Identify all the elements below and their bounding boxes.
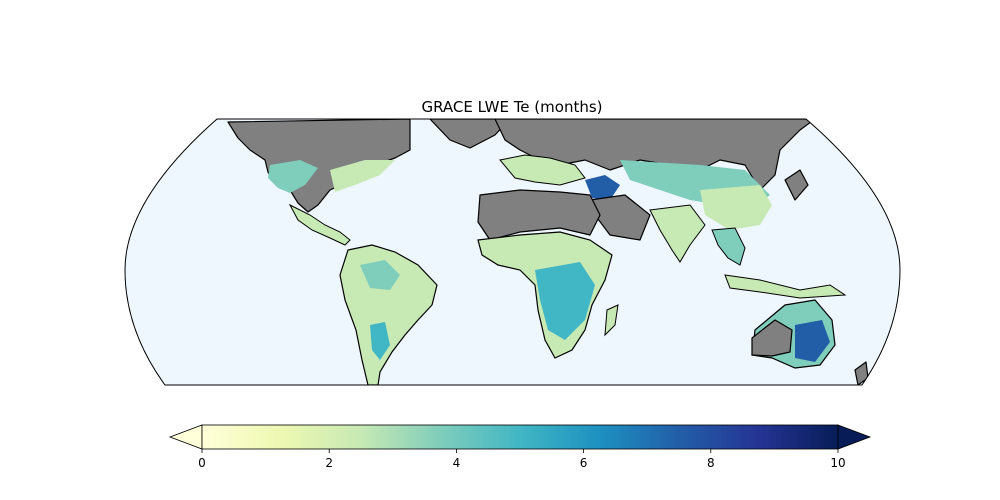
australia-no-data (751, 319, 793, 357)
central-africa-data (535, 262, 595, 340)
map-outline (124, 118, 901, 386)
colorbar-tick-label: 6 (580, 456, 588, 470)
indonesia (724, 274, 847, 299)
se-asia (711, 227, 746, 266)
colorbar-tick-label: 10 (830, 456, 845, 470)
madagascar (604, 304, 619, 337)
australia-high (795, 320, 830, 362)
colorbar: 0 2 4 6 8 10 (168, 424, 872, 470)
map-title: GRACE LWE Te (months) (421, 98, 602, 116)
europe-data (499, 154, 586, 186)
greenland (429, 119, 511, 149)
japan (784, 169, 809, 201)
north-africa-no-data (477, 189, 601, 241)
colorbar-tick-label: 2 (325, 456, 333, 470)
south-america (339, 244, 438, 385)
colorbar-tick-label: 8 (707, 456, 715, 470)
map-area (124, 118, 901, 386)
colorbar-tick-label: 4 (453, 456, 461, 470)
central-america (288, 203, 351, 246)
colorbar-tick-label: 0 (198, 456, 206, 470)
colorbar-gradient (201, 424, 839, 450)
india (649, 204, 706, 263)
landmasses (227, 119, 869, 385)
colorbar-ticks: 0 2 4 6 8 10 (198, 449, 846, 470)
north-america-no-data (227, 119, 411, 213)
middle-east-high (585, 175, 620, 200)
north-america-data-east (330, 160, 395, 192)
north-america-data-west (268, 160, 318, 193)
china-data (700, 185, 772, 230)
colorbar-max-extension (837, 424, 872, 450)
south-cone-data (370, 322, 390, 360)
colorbar-min-extension (168, 424, 203, 450)
amazon-data (360, 260, 400, 290)
